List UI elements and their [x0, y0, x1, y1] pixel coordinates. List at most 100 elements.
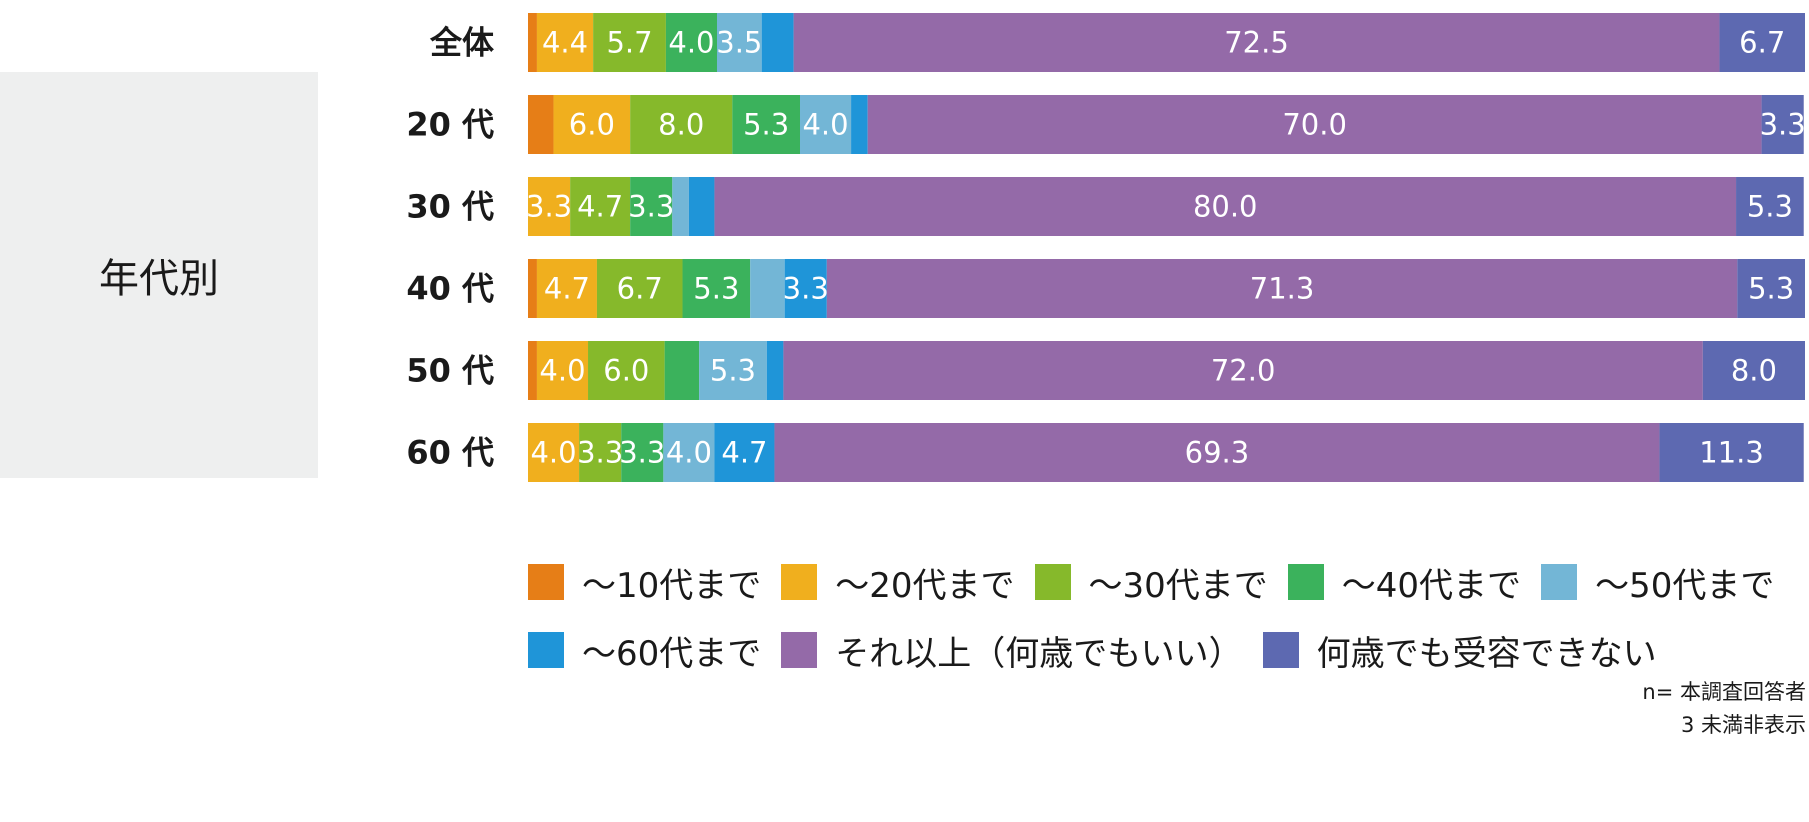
bar-segment — [665, 13, 717, 72]
row-label: 20 代 — [406, 106, 494, 144]
bar-segment — [630, 177, 673, 236]
legend: ～10代まで ～20代まで ～30代まで ～40代まで ～50代まで ～60代まで それ以上… — [528, 548, 1809, 684]
legend-item: 何歳でも受容できない — [1262, 626, 1657, 675]
data-label: 69.3 — [1185, 436, 1250, 470]
data-label: 3.3 — [526, 190, 572, 224]
bar-segment — [528, 423, 580, 482]
legend-swatch — [1287, 564, 1324, 600]
legend-swatch — [1034, 564, 1071, 600]
data-label: 72.5 — [1224, 26, 1289, 60]
data-label: 11.3 — [1699, 436, 1764, 470]
bar-segment — [761, 13, 794, 72]
bar-segment — [682, 259, 751, 318]
legend-swatch — [1262, 632, 1299, 668]
data-label: 3.3 — [619, 436, 665, 470]
legend-label: ～30代まで — [1088, 565, 1268, 606]
group-label: 年代別 — [99, 256, 219, 302]
bar-segment — [826, 259, 1738, 318]
data-label: 6.7 — [1739, 26, 1785, 60]
bar-segment — [536, 341, 589, 400]
data-label: 4.4 — [542, 26, 588, 60]
data-label: 5.3 — [693, 272, 739, 306]
bar-segment — [528, 13, 537, 72]
legend-swatch — [528, 632, 564, 668]
data-label: 6.0 — [569, 108, 615, 142]
data-label: 5.7 — [606, 26, 652, 60]
bar-segment — [621, 423, 664, 482]
bar-segment — [1659, 423, 1804, 482]
data-label: 5.3 — [710, 354, 756, 388]
data-label: 8.0 — [658, 108, 704, 142]
row-label: 30 代 — [406, 188, 494, 226]
legend-label: ～20代まで — [835, 565, 1015, 606]
data-label: 6.0 — [603, 354, 649, 388]
data-label: 4.0 — [802, 108, 848, 142]
data-label: 72.0 — [1211, 354, 1276, 388]
bar-segment — [867, 95, 1762, 154]
data-label: 80.0 — [1193, 190, 1258, 224]
legend-row: ～60代まで それ以上（何歳でもいい） 何歳でも受容できない — [528, 616, 1809, 684]
bar-segment — [596, 259, 683, 318]
legend-label: ～60代まで — [582, 633, 762, 674]
group-label-box: 年代別 — [0, 72, 318, 478]
legend-label: ～50代まで — [1595, 565, 1775, 606]
bar-segment — [699, 341, 767, 400]
row-label: 60 代 — [406, 434, 494, 472]
data-label: 5.3 — [1747, 190, 1793, 224]
bar-segment — [732, 95, 801, 154]
data-label: 71.3 — [1250, 272, 1315, 306]
bar-segment — [553, 95, 631, 154]
legend-label: ～10代まで — [582, 565, 762, 606]
data-label: 4.0 — [668, 26, 714, 60]
data-label: 4.7 — [721, 436, 767, 470]
legend-swatch — [781, 632, 818, 668]
bar-segment — [800, 95, 852, 154]
legend-item: ～40代まで — [1287, 558, 1522, 607]
legend-item: ～60代まで — [528, 626, 761, 675]
data-label: 4.7 — [544, 272, 590, 306]
data-label: 70.0 — [1282, 108, 1347, 142]
data-label: 3.3 — [628, 190, 674, 224]
legend-row: ～10代まで ～20代まで ～30代まで ～40代まで ～50代まで — [528, 548, 1809, 616]
bar-segment — [1719, 13, 1805, 72]
bar-segment — [664, 341, 700, 400]
bar-segment — [528, 177, 571, 236]
bar-segment — [663, 423, 715, 482]
bar-segment — [750, 259, 785, 318]
bar-segment — [688, 177, 715, 236]
data-label: 8.0 — [1731, 354, 1777, 388]
bar-segment — [528, 259, 537, 318]
legend-item: ～30代まで — [1034, 558, 1268, 607]
bar-segment — [1761, 95, 1804, 154]
data-label: 4.0 — [539, 354, 585, 388]
stacked-bar-chart: 全体 4.4 5.7 4.0 3.5 72.5 6.720 代 6.0 8.0 5.3 4.0 70.… — [406, 13, 1806, 482]
bar-segment — [593, 13, 666, 72]
legend-item: ～50代まで — [1541, 558, 1774, 607]
note-threshold: 3 未満非表示 — [1680, 713, 1806, 737]
bar-segment — [714, 177, 1737, 236]
legend-item: それ以上（何歳でもいい） — [781, 626, 1243, 675]
legend-label: 何歳でも受容できない — [1316, 633, 1657, 674]
legend-label: それ以上（何歳でもいい） — [835, 633, 1243, 674]
bar-segment — [793, 13, 1720, 72]
bar-segment — [630, 95, 733, 154]
legend-item: ～20代まで — [781, 558, 1015, 607]
data-label: 4.0 — [530, 436, 576, 470]
legend-swatch — [528, 564, 564, 600]
data-label: 3.3 — [1760, 108, 1806, 142]
legend-swatch — [1541, 564, 1578, 600]
bar-segment — [784, 259, 827, 318]
bar-segment — [528, 95, 554, 154]
legend-item: ～10代まで — [528, 558, 761, 607]
bar-segment — [1737, 259, 1805, 318]
bar-segment — [570, 177, 631, 236]
bar-segment — [588, 341, 665, 400]
bar-segment — [536, 259, 597, 318]
data-label: 6.7 — [617, 272, 663, 306]
bar-segment — [1736, 177, 1804, 236]
bar-segment — [672, 177, 689, 236]
bar-segment — [528, 341, 537, 400]
legend-label: ～40代まで — [1341, 565, 1522, 606]
row-label: 40 代 — [406, 270, 494, 308]
bar-segment — [783, 341, 1703, 400]
